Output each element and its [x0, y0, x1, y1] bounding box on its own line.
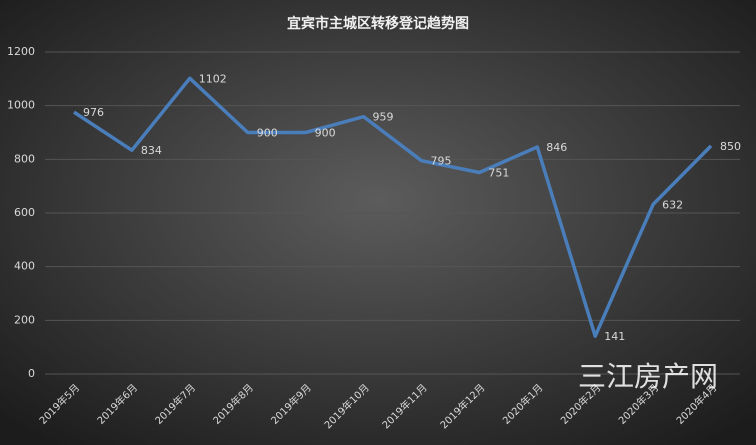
y-tick-label: 400 [14, 260, 35, 273]
watermark: 三江房产网 [578, 360, 718, 393]
data-label: 632 [662, 198, 683, 211]
data-label: 141 [604, 330, 625, 343]
y-tick-label: 600 [14, 206, 35, 219]
chart-title: 宜宾市主城区转移登记趋势图 [287, 15, 469, 32]
y-tick-label: 1200 [7, 45, 35, 58]
data-label: 834 [141, 144, 162, 157]
data-label: 976 [83, 106, 104, 119]
data-label: 1102 [199, 72, 227, 85]
data-label: 900 [257, 127, 278, 140]
y-tick-label: 1000 [7, 99, 35, 112]
data-label: 751 [488, 166, 509, 179]
line [72, 76, 713, 338]
data-label: 846 [546, 141, 567, 154]
y-tick-label: 200 [14, 313, 35, 326]
data-label: 900 [315, 127, 336, 140]
y-tick-label: 0 [28, 367, 35, 380]
data-label: 959 [373, 111, 394, 124]
data-label: 850 [720, 140, 741, 153]
data-label: 795 [430, 155, 451, 168]
y-tick-label: 800 [14, 152, 35, 165]
